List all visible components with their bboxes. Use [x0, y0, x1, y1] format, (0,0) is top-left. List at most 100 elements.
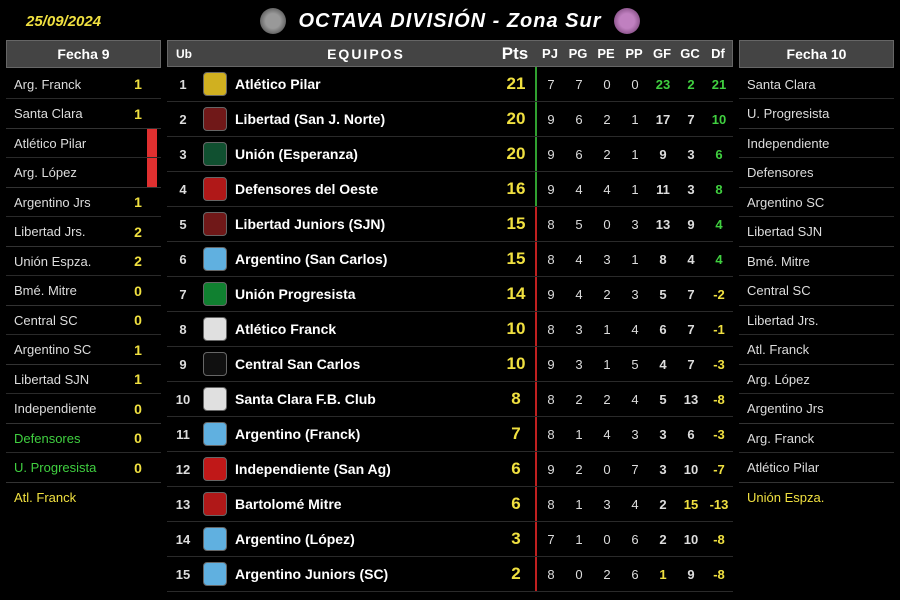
- fixture-away: U. Progresista: [747, 106, 890, 121]
- cell-gc: 7: [677, 357, 705, 372]
- fixture-away: Defensores: [747, 165, 890, 180]
- cell-team: Defensores del Oeste: [231, 181, 497, 197]
- cell-gc: 3: [677, 182, 705, 197]
- cell-df: -8: [705, 567, 733, 582]
- cell-pg: 2: [565, 462, 593, 477]
- fixture-marker: [147, 276, 157, 305]
- cell-pp: 3: [621, 217, 649, 232]
- cell-gc: 13: [677, 392, 705, 407]
- cell-pp: 4: [621, 322, 649, 337]
- cell-gf: 8: [649, 252, 677, 267]
- fixture-marker: [147, 394, 157, 423]
- fixture-home: Santa Clara: [747, 77, 890, 92]
- table-row: 2 Libertad (San J. Norte) 20 9 6 2 1 17 …: [167, 102, 733, 137]
- cell-gf: 17: [649, 112, 677, 127]
- cell-pj: 8: [537, 392, 565, 407]
- cell-pg: 4: [565, 182, 593, 197]
- left-column: Fecha 9 Arg. Franck1Santa Clara1Atlético…: [6, 40, 161, 592]
- table-row: 11 Argentino (Franck) 7 8 1 4 3 3 6 -3: [167, 417, 733, 452]
- standings-column: Ub EQUIPOS Pts PJ PG PE PP GF GC Df 1 At…: [167, 40, 733, 592]
- cell-pg: 6: [565, 147, 593, 162]
- cell-ub: 4: [167, 182, 199, 197]
- cell-pg: 5: [565, 217, 593, 232]
- cell-pg: 4: [565, 287, 593, 302]
- table-row: 8 Atlético Franck 10 8 3 1 4 6 7 -1: [167, 312, 733, 347]
- fixture-home: Libertad Jrs.: [747, 313, 890, 328]
- cell-pg: 1: [565, 427, 593, 442]
- fixture-marker: [147, 158, 157, 187]
- hdr-pts: Pts: [496, 44, 534, 64]
- cell-team: Libertad Juniors (SJN): [231, 216, 497, 232]
- cell-pe: 1: [593, 322, 621, 337]
- cell-badge: [199, 107, 231, 131]
- cell-df: 6: [705, 147, 733, 162]
- cell-team: Atlético Franck: [231, 321, 497, 337]
- cell-pp: 3: [621, 287, 649, 302]
- cell-pg: 7: [565, 77, 593, 92]
- fixture-away: Independiente: [14, 401, 129, 416]
- hdr-pp: PP: [620, 46, 648, 61]
- cell-ub: 7: [167, 287, 199, 302]
- fixture: Arg. LópezArgentino Jrs: [739, 365, 894, 424]
- fixture-home: Central SC: [14, 313, 129, 328]
- fixture: Arg. FranckAtlético Pilar: [739, 424, 894, 483]
- cell-gc: 6: [677, 427, 705, 442]
- cell-df: 10: [705, 112, 733, 127]
- cell-gf: 2: [649, 532, 677, 547]
- cell-pg: 6: [565, 112, 593, 127]
- cell-badge: [199, 212, 231, 236]
- cell-pe: 3: [593, 252, 621, 267]
- fixture-away: Arg. López: [14, 165, 129, 180]
- cell-df: 4: [705, 252, 733, 267]
- cell-pts: 16: [497, 179, 535, 199]
- cell-pg: 3: [565, 357, 593, 372]
- fixture-away: Atlético Pilar: [747, 460, 890, 475]
- cell-pg: 0: [565, 567, 593, 582]
- cell-pg: 2: [565, 392, 593, 407]
- team-badge-icon: [203, 562, 227, 586]
- cell-gf: 5: [649, 287, 677, 302]
- cell-pp: 1: [621, 252, 649, 267]
- cell-gf: 3: [649, 427, 677, 442]
- cell-gf: 4: [649, 357, 677, 372]
- fixture-marker: [147, 99, 157, 128]
- cell-pts: 10: [497, 319, 535, 339]
- cell-gf: 1: [649, 567, 677, 582]
- cell-ub: 15: [167, 567, 199, 582]
- page-title: OCTAVA DIVISIÓN - Zona Sur: [298, 10, 601, 33]
- cell-df: 21: [705, 77, 733, 92]
- fixture-home: Independiente: [747, 136, 890, 151]
- hdr-gf: GF: [648, 46, 676, 61]
- table-row: 9 Central San Carlos 10 9 3 1 5 4 7 -3: [167, 347, 733, 382]
- team-badge-icon: [203, 282, 227, 306]
- cell-pj: 8: [537, 567, 565, 582]
- fixture-home: Libertad SJN: [14, 372, 129, 387]
- cell-pts: 6: [497, 494, 535, 514]
- fixture-marker: [147, 453, 157, 482]
- cell-pts: 20: [497, 109, 535, 129]
- cell-gc: 4: [677, 252, 705, 267]
- fixture-home-score: 1: [129, 194, 147, 210]
- cell-ub: 6: [167, 252, 199, 267]
- league-logo-right: [614, 8, 640, 34]
- fixture-away: Argentino Jrs: [747, 401, 890, 416]
- cell-badge: [199, 387, 231, 411]
- fixture: Defensores0U. Progresista0: [6, 424, 161, 483]
- cell-badge: [199, 457, 231, 481]
- fixture: Independiente Defensores: [739, 129, 894, 188]
- cell-badge: [199, 142, 231, 166]
- cell-pp: 6: [621, 532, 649, 547]
- fixture-away: Libertad SJN: [747, 224, 890, 239]
- table-row: 4 Defensores del Oeste 16 9 4 4 1 11 3 8: [167, 172, 733, 207]
- cell-pp: 5: [621, 357, 649, 372]
- fixture-away: Santa Clara: [14, 106, 129, 121]
- fixture-home: Unión Espza.: [14, 254, 129, 269]
- fixture: Central SC0Argentino SC1: [6, 306, 161, 365]
- fixture-home-score: 0: [129, 312, 147, 328]
- cell-gf: 23: [649, 77, 677, 92]
- cell-pe: 4: [593, 182, 621, 197]
- cell-ub: 10: [167, 392, 199, 407]
- table-row: 14 Argentino (López) 3 7 1 0 6 2 10 -8: [167, 522, 733, 557]
- cell-pe: 1: [593, 357, 621, 372]
- cell-gc: 3: [677, 147, 705, 162]
